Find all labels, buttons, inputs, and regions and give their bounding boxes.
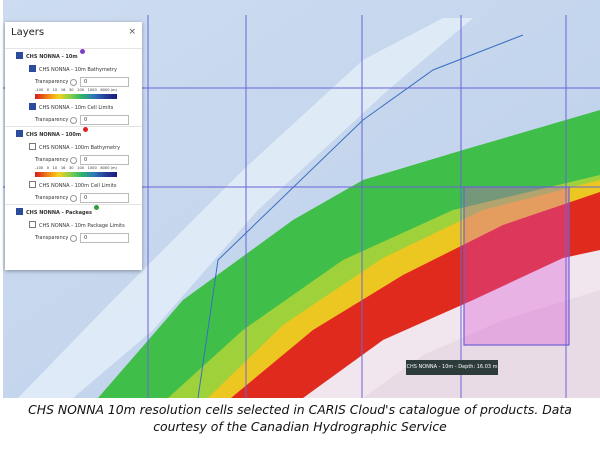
group-name: CHS NONNA - 100m — [26, 132, 82, 138]
group-checkbox[interactable] — [16, 130, 23, 137]
legend-label: 100 — [77, 88, 85, 92]
transparency-slider[interactable] — [70, 117, 77, 124]
layer-name: CHS NONNA - 10m Cell Limits — [39, 105, 114, 111]
package-limit — [197, 34, 524, 398]
caption: CHS NONNA 10m resolution cells selected … — [28, 402, 572, 434]
legend-label: 10 — [52, 88, 58, 92]
transparency-slider[interactable] — [70, 195, 77, 202]
close-button[interactable]: × — [128, 27, 136, 37]
legend-label: 8000 (m) — [100, 166, 117, 170]
legend-label: 0 — [46, 88, 50, 92]
group-name: CHS NONNA - Packages — [26, 210, 92, 216]
group-dot — [83, 127, 89, 132]
transparency-label: Transparency — [35, 157, 69, 163]
layer-checkbox[interactable] — [29, 181, 36, 188]
transparency-input[interactable]: 0 — [80, 233, 129, 243]
group-dot — [93, 205, 99, 210]
selected-cell[interactable] — [463, 186, 570, 346]
layer-item[interactable]: CHS NONNA - 10m Cell Limits — [5, 102, 142, 114]
layer-name: CHS NONNA - 10m Package Limits — [39, 223, 125, 229]
transparency-slider[interactable] — [70, 157, 77, 164]
transparency-input[interactable]: 0 — [80, 77, 129, 87]
layer-item[interactable]: CHS NONNA - 10m Bathymetry — [5, 64, 142, 76]
legend-label: 1000 — [87, 166, 97, 170]
tooltip: CHS NONNA - 10m - Depth: 16.03 m — [406, 360, 498, 375]
transparency-slider[interactable] — [70, 79, 77, 86]
transparency-label: Transparency — [35, 117, 69, 123]
legend-label: 16 — [60, 166, 66, 170]
layer-checkbox[interactable] — [29, 103, 36, 110]
legend-labels: -100 0 10 16 30 100 1000 8000 (m) — [35, 166, 117, 172]
group-checkbox[interactable] — [16, 52, 23, 59]
transparency-row: Transparency 0 — [5, 232, 142, 244]
depth-legend: -100 0 10 16 30 100 1000 8000 (m) — [5, 166, 142, 180]
transparency-label: Transparency — [35, 79, 69, 85]
transparency-row: Transparency 0 — [5, 154, 142, 166]
transparency-row: Transparency 0 — [5, 192, 142, 204]
layer-name: CHS NONNA - 100m Cell Limits — [39, 183, 117, 189]
transparency-input[interactable]: 0 — [80, 115, 129, 125]
layer-list: CHS NONNA - 10m CHS NONNA - 10m Bathymetr… — [5, 48, 142, 244]
transparency-label: Transparency — [35, 195, 69, 201]
layer-item[interactable]: CHS NONNA - 100m Bathymetry — [5, 142, 142, 154]
layer-group[interactable]: CHS NONNA - 10m — [5, 48, 142, 64]
legend-labels: -100 0 10 16 30 100 1000 8000 (m) — [35, 88, 117, 94]
layer-group[interactable]: CHS NONNA - 100m — [5, 126, 142, 142]
legend-label: 0 — [46, 166, 50, 170]
legend-label: 16 — [60, 88, 66, 92]
layer-checkbox[interactable] — [29, 65, 36, 72]
legend-colorbar — [35, 94, 117, 99]
group-checkbox[interactable] — [16, 208, 23, 215]
legend-label: 8000 (m) — [100, 88, 117, 92]
transparency-slider[interactable] — [70, 235, 77, 242]
layer-item[interactable]: CHS NONNA - 100m Cell Limits — [5, 180, 142, 192]
layer-name: CHS NONNA - 100m Bathymetry — [39, 145, 121, 151]
transparency-row: Transparency 0 — [5, 76, 142, 88]
legend-label: 1000 — [87, 88, 97, 92]
legend-label: 100 — [77, 166, 85, 170]
layer-checkbox[interactable] — [29, 143, 36, 150]
legend-label: 30 — [68, 88, 74, 92]
map[interactable] — [3, 0, 600, 398]
legend-label: -100 — [35, 88, 44, 92]
legend-label: 30 — [68, 166, 74, 170]
group-dot — [79, 49, 85, 54]
transparency-input[interactable]: 0 — [80, 155, 129, 165]
transparency-input[interactable]: 0 — [80, 193, 129, 203]
transparency-row: Transparency 0 — [5, 114, 142, 126]
panel-title: Layers — [11, 27, 45, 38]
group-name: CHS NONNA - 10m — [26, 54, 78, 60]
layer-name: CHS NONNA - 10m Bathymetry — [39, 67, 117, 73]
layers-panel: Layers × CHS NONNA - 10m CHS NONNA - 10m … — [5, 22, 142, 270]
layer-item[interactable]: CHS NONNA - 10m Package Limits — [5, 220, 142, 232]
layer-checkbox[interactable] — [29, 221, 36, 228]
transparency-label: Transparency — [35, 235, 69, 241]
depth-legend: -100 0 10 16 30 100 1000 8000 (m) — [5, 88, 142, 102]
legend-label: 10 — [52, 166, 58, 170]
legend-label: -100 — [35, 166, 44, 170]
layer-group[interactable]: CHS NONNA - Packages — [5, 204, 142, 220]
legend-colorbar — [35, 172, 117, 177]
